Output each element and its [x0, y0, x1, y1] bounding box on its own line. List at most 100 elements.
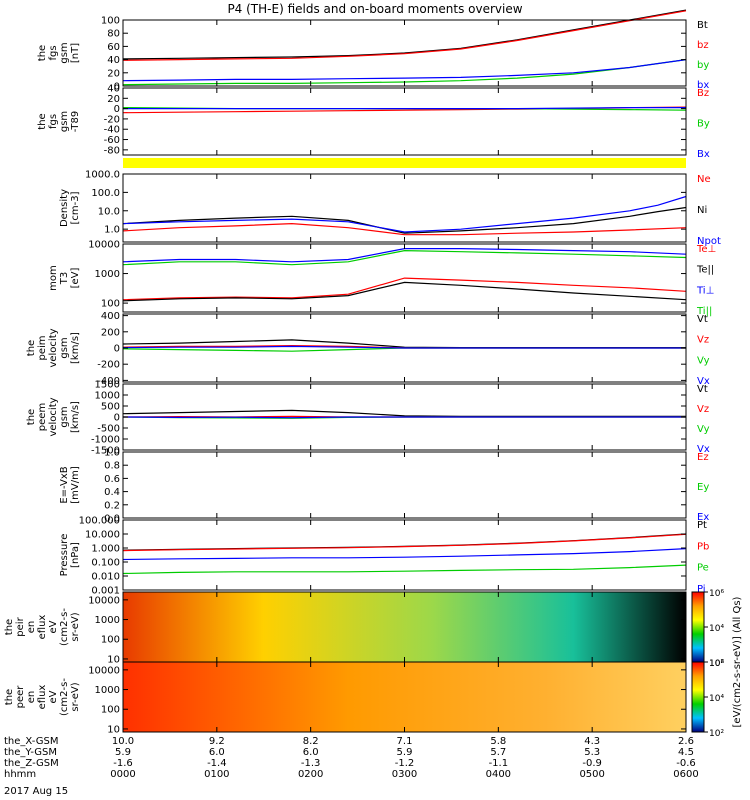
- ytick-label: 1.000: [91, 544, 120, 555]
- ytick-label: 1.0: [104, 448, 120, 459]
- legend-Vx: Vx: [697, 444, 710, 455]
- ytick-label: 40: [107, 84, 120, 95]
- ylabel-line: gsm: [59, 337, 70, 358]
- spectrogram-peer_eflux: [123, 662, 686, 732]
- series-fgs_dgsm-Bx: [123, 106, 686, 110]
- series-peim_velocity-Vx: [122, 345, 686, 349]
- ytick-label: 100: [101, 16, 120, 27]
- axis-row-value: -1.3: [301, 758, 321, 769]
- ytick-label: -40: [104, 125, 120, 136]
- ytick-label: 0.0: [104, 514, 120, 525]
- ytick-label: 100.000: [79, 516, 120, 527]
- colorbar: [691, 591, 705, 663]
- series-pressure-Pi: [122, 548, 687, 561]
- series-density-Ne: [122, 222, 687, 236]
- ytick-label: 100: [101, 705, 120, 716]
- ytick-label: 0: [114, 344, 120, 355]
- ylabel-line: [eV]: [70, 268, 81, 289]
- ytick-label: -1000: [91, 435, 120, 446]
- ytick-label: -400: [97, 376, 120, 387]
- panel-efield: 0.0 0.2 0.4 0.6 0.8 1.0 E=-VxB [mV/m] Ez Ey Ex: [59, 448, 709, 525]
- legend-by: by: [697, 60, 709, 71]
- series-peem_velocity-Vx: [122, 416, 686, 419]
- ytick-label: 20: [107, 68, 120, 79]
- ylabel-line: fgs: [48, 114, 59, 129]
- ytick-label: 0.4: [104, 487, 120, 498]
- ylabel-line: fgs: [48, 45, 59, 60]
- series-temperature-Te||: [122, 281, 687, 302]
- colorbar-tick-label: 10⁴: [709, 694, 724, 704]
- ylabel-line: the: [4, 619, 15, 635]
- legend-Npot: Npot: [697, 236, 721, 247]
- legend-Vy: Vy: [697, 424, 710, 435]
- panel-fgs_gsm: 0 20 40 60 80 100 the fgs gsm [nT] Bt bz by bx: [37, 9, 709, 93]
- ytick-label: 0.6: [104, 474, 120, 485]
- legend-Vt: Vt: [697, 314, 708, 325]
- axis-row-value: 5.3: [584, 747, 600, 758]
- ylabel-line: gsm: [59, 42, 70, 63]
- ylabel-line: sr-eV): [70, 612, 81, 641]
- ytick-label: -500: [97, 424, 120, 435]
- panel-frame: [122, 87, 687, 156]
- axis-row-value: 0100: [204, 769, 229, 780]
- axis-row-value: 0400: [486, 769, 511, 780]
- axis-row-value: -1.4: [207, 758, 227, 769]
- colorbar: [691, 661, 705, 733]
- panel-peer_eflux: 10 100 1000 10000 the peer en eflux eV (cm2-s-sr-…: [4, 661, 687, 735]
- axis-row-value: -1.6: [113, 758, 133, 769]
- axis-row-label: the_Y-GSM: [4, 747, 57, 758]
- ylabel-line: peim: [37, 335, 48, 360]
- ytick-label: 1000: [95, 269, 120, 280]
- ytick-label: 10000: [88, 240, 120, 251]
- ylabel-line: (cm2-s-: [59, 678, 70, 716]
- ytick-label: -1500: [91, 446, 120, 457]
- axis-row-value: 9.2: [209, 736, 225, 747]
- series-temperature-Ti||: [122, 249, 687, 266]
- ytick-label: 1000.0: [85, 170, 120, 181]
- ytick-label: 0: [114, 82, 120, 93]
- ylabel-line: peem: [37, 403, 48, 431]
- ylabel-line: Density: [59, 189, 70, 227]
- axis-row-value: -1.2: [395, 758, 415, 769]
- legend-Ne: Ne: [697, 174, 711, 185]
- ytick-label: 500: [101, 402, 120, 413]
- ylabel-line: eV: [48, 690, 59, 703]
- ytick-label: 1500: [95, 380, 120, 391]
- axis-row-value: 2.6: [678, 736, 694, 747]
- axis-row-value: 0300: [392, 769, 417, 780]
- panel-density: 1.0 10.0 100.0 1000.0 Density [cm-3] Ne Ni Npot: [59, 170, 721, 248]
- ytick-label: 100.0: [91, 188, 120, 199]
- series-pressure-Pb: [122, 533, 687, 552]
- ytick-label: 1000: [95, 391, 120, 402]
- ylabel-line: the: [26, 340, 37, 356]
- ylabel-line: the: [26, 409, 37, 425]
- ytick-label: -60: [104, 135, 120, 146]
- ylabel-line: velocity: [48, 397, 59, 436]
- legend-Te||: Te||: [696, 265, 714, 276]
- panel-temperature: 100 1000 10000 mom T3 [eV] Te⊥ Te|| Ti⊥ Ti||: [48, 240, 716, 318]
- series-fgs_gsm-bz: [122, 10, 687, 61]
- series-fgs_gsm-bx: [122, 59, 687, 82]
- legend-Pi: Pi: [697, 584, 706, 595]
- legend-Pb: Pb: [697, 541, 709, 552]
- ylabel-line: [km/s]: [70, 332, 81, 364]
- panel-frame: [122, 519, 687, 591]
- ylabel-line: en: [26, 621, 37, 634]
- legend-Vz: Vz: [697, 335, 709, 346]
- legend-Bx: Bx: [697, 149, 710, 160]
- series-fgs_gsm-by: [122, 59, 687, 86]
- axis-row-value: 6.0: [209, 747, 225, 758]
- axis-row-value: 6.0: [303, 747, 319, 758]
- series-density-Npot: [122, 195, 687, 233]
- panel-peim_velocity: -400 -200 0 200 400 the peim velocity gsm [km/s] V…: [26, 311, 710, 387]
- ytick-label: 1000: [95, 615, 120, 626]
- ytick-label: 0: [114, 413, 120, 424]
- colorbar-tick-label: 10⁶: [709, 589, 724, 599]
- axis-row-value: 0500: [579, 769, 604, 780]
- ytick-label: 100: [101, 299, 120, 310]
- ylabel-line: velocity: [48, 328, 59, 367]
- legend-Bz: Bz: [697, 88, 709, 99]
